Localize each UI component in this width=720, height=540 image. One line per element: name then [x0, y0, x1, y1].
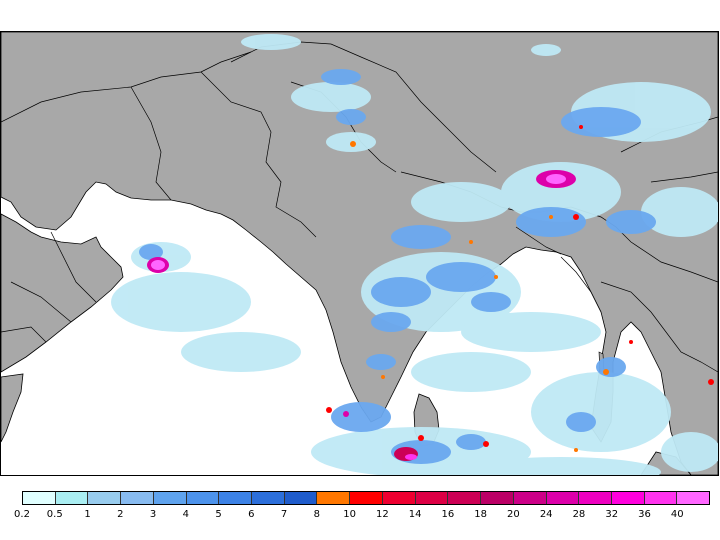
legend-swatch — [579, 492, 612, 504]
legend-swatch — [513, 492, 547, 504]
legend-swatch — [55, 492, 89, 504]
legend-swatch — [252, 492, 285, 504]
legend-swatch — [481, 492, 514, 504]
legend-tick-label: 0.2 — [14, 509, 30, 520]
legend-tick-label: 4 — [182, 509, 189, 520]
legend-swatch — [153, 492, 187, 504]
legend-tick-label: 24 — [539, 509, 553, 520]
legend-swatch — [88, 492, 122, 504]
legend-tick-label: 2 — [117, 509, 124, 520]
legend-tick-label: 12 — [376, 509, 389, 520]
legend-swatch — [317, 492, 351, 504]
precipitation-map — [0, 31, 719, 476]
legend-tick-label: 28 — [572, 509, 586, 520]
legend-tick-label: 40 — [670, 509, 684, 520]
legend-swatch — [350, 492, 383, 504]
legend-swatch — [448, 492, 482, 504]
legend-tick-label: 8 — [313, 509, 321, 520]
land-arabia — [1, 213, 124, 373]
legend-swatch — [677, 492, 710, 504]
legend-swatch — [546, 492, 580, 504]
legend-tick-label: 1 — [84, 509, 91, 520]
legend-swatch — [219, 492, 253, 504]
precip-heavy — [147, 125, 714, 461]
legend-swatch — [415, 492, 449, 504]
legend-tick-label: 20 — [507, 509, 520, 520]
legend-tick-label: 36 — [638, 509, 651, 520]
legend-tick-label: 3 — [149, 509, 157, 520]
legend-tick-label: 18 — [474, 509, 488, 520]
legend-swatch — [284, 492, 318, 504]
legend-swatch — [644, 492, 678, 504]
legend-swatch — [23, 492, 56, 504]
legend-tick-label: 32 — [605, 509, 619, 520]
legend-tick-label: 6 — [248, 509, 255, 520]
legend-swatch — [611, 492, 645, 504]
precip-medium — [139, 69, 656, 464]
legend-tick-label: 0.5 — [46, 509, 63, 520]
legend-tick-label: 10 — [343, 509, 356, 520]
land-africa — [1, 373, 24, 443]
legend-swatch — [121, 492, 154, 504]
color-legend — [22, 491, 710, 505]
legend-swatch — [186, 492, 220, 504]
legend-tick-label: 5 — [215, 509, 222, 520]
legend-tick-label: 7 — [280, 509, 288, 520]
legend-swatch — [382, 492, 416, 504]
legend-tick-label: 14 — [408, 509, 422, 520]
land-mainland — [1, 32, 718, 475]
legend-tick-label: 16 — [441, 509, 455, 520]
legend-labels: 0.2 0.5 1 2 3 4 5 6 7 8 10 12 14 16 18 20 24 28 32 36 40 — [0, 509, 720, 525]
